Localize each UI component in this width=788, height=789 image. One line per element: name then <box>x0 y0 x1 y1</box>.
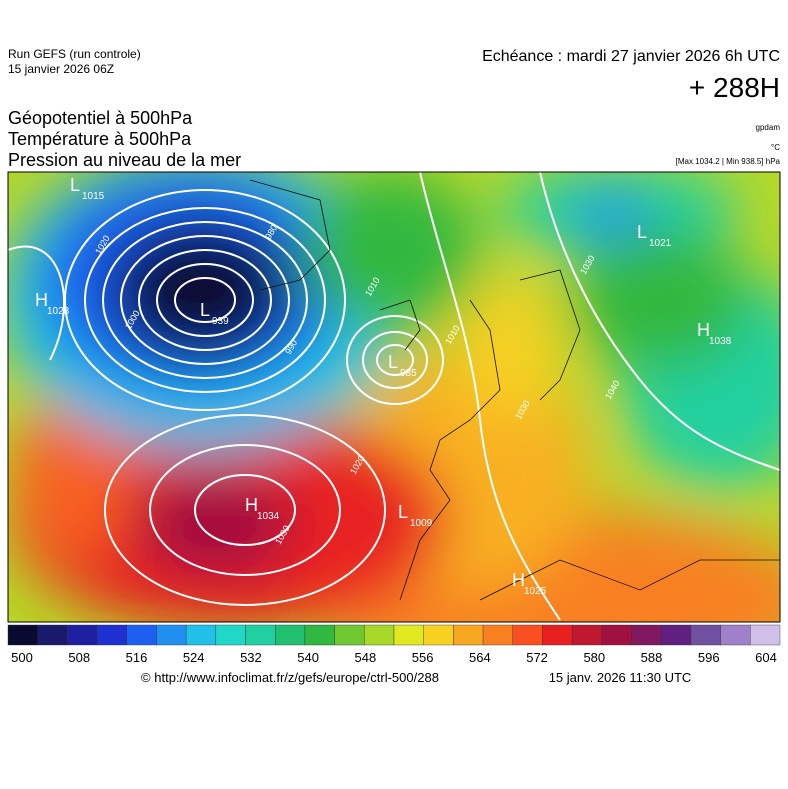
center-type: H <box>697 320 710 340</box>
colorbar-tick-label: 548 <box>355 650 377 665</box>
colorbar-swatch <box>423 624 454 646</box>
colorbar-tick-label: 596 <box>698 650 720 665</box>
center-pressure: 985 <box>400 368 417 379</box>
issue-time: 15 janv. 2026 11:30 UTC <box>549 670 692 685</box>
colorbar-swatch <box>571 624 603 646</box>
center-type: L <box>388 352 398 372</box>
title-geopotential: Géopotentiel à 500hPa <box>8 108 193 128</box>
center-type: H <box>35 290 48 310</box>
colorbar-swatch <box>334 624 365 646</box>
run-date: 15 janvier 2026 06Z <box>8 62 114 76</box>
center-pressure: 1015 <box>82 191 105 202</box>
colorbar-swatch <box>542 624 573 646</box>
colorbar-swatch <box>690 624 721 646</box>
colorbar-swatch <box>96 624 127 646</box>
center-type: H <box>245 495 258 515</box>
colorbar-tick-label: 500 <box>11 650 33 665</box>
colorbar-swatch <box>7 624 38 646</box>
lead-time: + 288H <box>689 72 780 103</box>
colorbar-swatch <box>185 624 217 646</box>
colorbar-swatch <box>304 624 335 646</box>
colorbar-tick-label: 524 <box>183 650 205 665</box>
coastlines <box>249 179 780 601</box>
colorbar-swatch <box>393 624 424 646</box>
center-pressure: 1028 <box>47 306 70 317</box>
map <box>8 172 780 622</box>
colorbar-swatch <box>601 624 632 646</box>
colorbar-tick-label: 580 <box>583 650 605 665</box>
center-type: L <box>70 175 80 195</box>
center-pressure: 1021 <box>649 238 672 249</box>
colorbar-swatch <box>482 624 513 646</box>
center-type: L <box>200 300 210 320</box>
center-pressure: 1025 <box>524 586 547 597</box>
colorbar: 500 508 516 524 532 540 548 556 564 572 580 588 596 6… <box>7 624 781 665</box>
forecast-time: Echéance : mardi 27 janvier 2026 6h UTC <box>482 48 780 65</box>
colorbar-swatch <box>453 624 484 646</box>
colorbar-tick-label: 516 <box>126 650 148 665</box>
unit-geopotential: gpdam <box>756 123 781 132</box>
colorbar-swatch <box>215 624 246 646</box>
title-temperature: Température à 500hPa <box>8 129 192 149</box>
colorbar-tick-label: 508 <box>68 650 90 665</box>
title-pressure: Pression au niveau de la mer <box>8 150 241 170</box>
map-frame <box>7 171 781 623</box>
pressure-extremes: [Max 1034.2 | Min 938.5] hPa <box>676 157 781 166</box>
isobars <box>8 172 780 621</box>
colorbar-swatch <box>67 624 98 646</box>
colorbar-tick-label: 532 <box>240 650 262 665</box>
colorbar-swatch <box>126 624 157 646</box>
center-type: L <box>398 502 408 522</box>
colorbar-tick-label: 556 <box>412 650 434 665</box>
colorbar-tick-label: 588 <box>641 650 663 665</box>
colorbar-swatch <box>512 624 543 646</box>
center-pressure: 939 <box>212 316 229 327</box>
center-pressure: 1009 <box>410 518 433 529</box>
colorbar-swatch <box>720 624 751 646</box>
colorbar-swatch <box>37 624 68 646</box>
run-name: Run GEFS (run controle) <box>8 47 141 61</box>
unit-temperature: °C <box>771 143 780 152</box>
colorbar-tick-label: 540 <box>297 650 319 665</box>
center-pressure: 1038 <box>709 336 732 347</box>
colorbar-swatch <box>364 624 395 646</box>
colorbar-swatch <box>661 624 692 646</box>
colorbar-tick-label: 564 <box>469 650 491 665</box>
colorbar-swatch <box>245 624 276 646</box>
colorbar-tick-label: 572 <box>526 650 548 665</box>
center-pressure: 1034 <box>257 511 280 522</box>
colorbar-swatch <box>631 624 662 646</box>
colorbar-swatch <box>156 624 187 646</box>
temperature-field <box>8 172 780 622</box>
center-type: L <box>637 222 647 242</box>
source-url: © http://www.infoclimat.fr/z/gefs/europe… <box>141 670 439 685</box>
colorbar-swatch <box>275 624 306 646</box>
colorbar-swatch <box>750 624 781 646</box>
colorbar-tick-label: 604 <box>755 650 777 665</box>
center-type: H <box>512 570 525 590</box>
